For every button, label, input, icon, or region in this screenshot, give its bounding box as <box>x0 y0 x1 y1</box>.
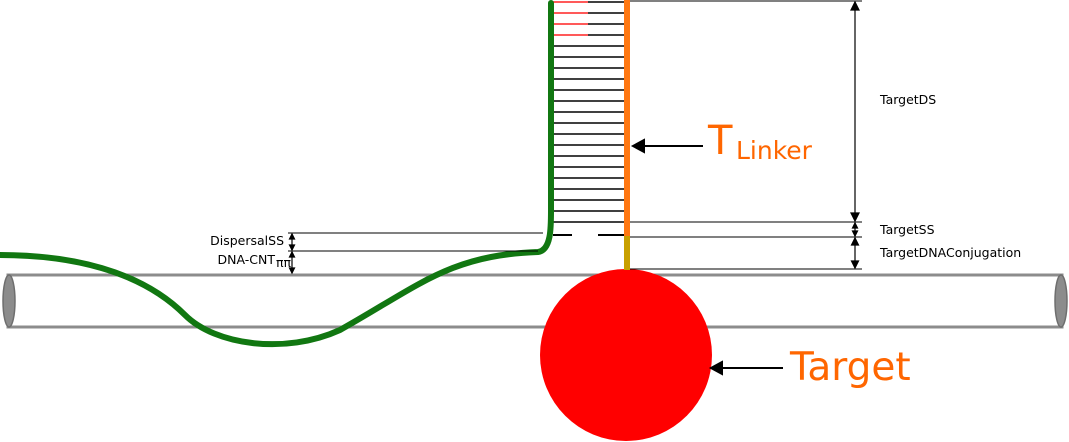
right-dimension-lines <box>630 0 862 270</box>
dna-cnt-arrowhead-top <box>288 250 296 258</box>
linker-pointer-head <box>630 138 645 154</box>
target-label: Target <box>789 345 911 390</box>
target-conj-arrowhead-bottom <box>850 260 860 270</box>
target-pointer-arrow <box>708 360 783 376</box>
target-ds-arrowhead-bottom <box>850 212 860 223</box>
left-dimension-lines <box>288 232 543 252</box>
target-ss-arrowhead-bottom <box>851 230 859 238</box>
target-conj-arrowhead-top <box>850 236 860 246</box>
dna-cnt-arrowhead-bottom <box>288 267 296 275</box>
target-ss-label: TargetSS <box>879 222 935 237</box>
target-pointer-head <box>708 360 723 376</box>
t-linker-label-main: T <box>707 118 733 164</box>
dispersal-ss-arrowhead-top <box>288 232 296 240</box>
target-ds-arrowhead-top <box>850 0 860 11</box>
dispersal-dna-strand <box>0 0 555 348</box>
target-particle <box>540 269 712 441</box>
nanotube-right-cap <box>1054 274 1068 328</box>
left-dimension-arrows <box>288 232 296 275</box>
dna-cnt-subscript: ππ <box>276 255 292 270</box>
dispersal-ss-label: DispersalSS <box>210 233 284 248</box>
target-dna-conjugation-label: TargetDNAConjugation <box>879 245 1021 260</box>
linker-pointer-arrow <box>630 138 703 154</box>
t-linker-label-sub: Linker <box>736 136 813 165</box>
base-pair-rungs <box>553 1 625 223</box>
carbon-nanotube <box>2 273 1068 329</box>
right-dimension-arrows <box>850 0 860 270</box>
target-ss-arrowhead-top <box>851 221 859 229</box>
dispersal-ss-arrowhead-bottom <box>288 244 296 252</box>
target-ds-label: TargetDS <box>879 92 936 107</box>
dna-cnt-label: DNA-CNT <box>218 252 276 267</box>
nanotube-left-cap <box>2 274 16 328</box>
